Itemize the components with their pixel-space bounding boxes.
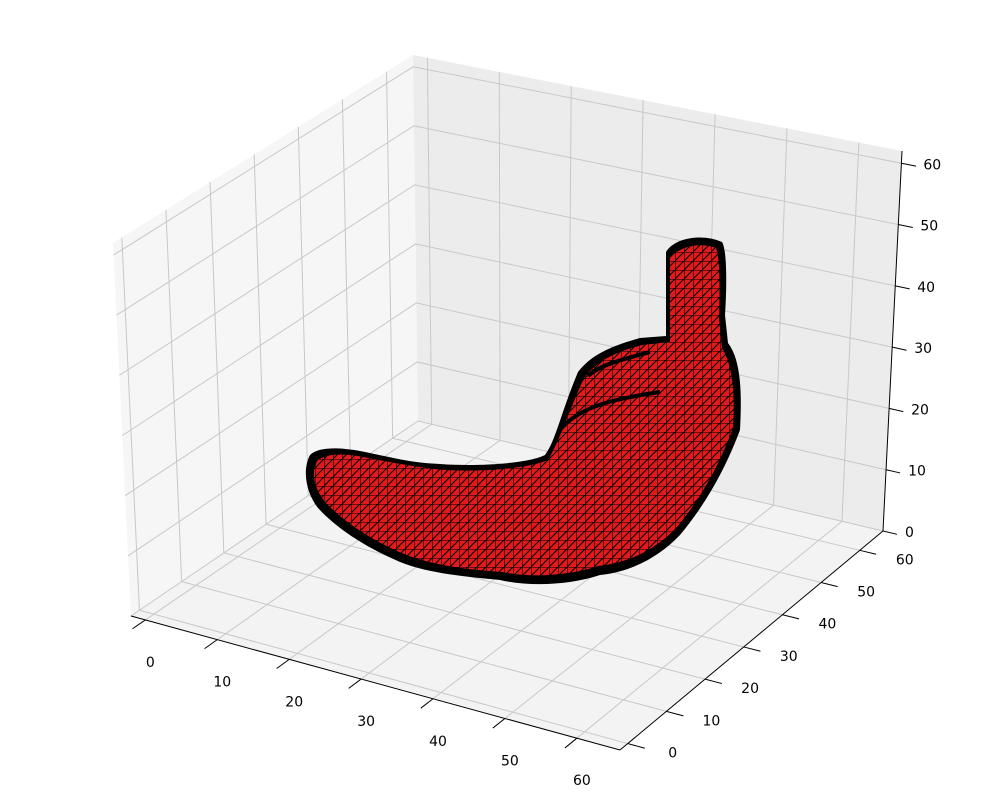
- y-tick: [627, 743, 645, 749]
- y-tick-label: 30: [780, 649, 798, 665]
- z-tick-label: 60: [923, 157, 941, 173]
- x-tick: [564, 737, 578, 749]
- y-tick-label: 40: [819, 617, 837, 633]
- x-tick-label: 30: [357, 714, 375, 730]
- y-tick: [859, 549, 877, 555]
- y-tick-label: 60: [896, 552, 914, 568]
- banana-mesh: [305, 237, 741, 585]
- x-tick-label: 60: [573, 773, 591, 789]
- back-right-pane: [413, 55, 902, 531]
- back-left-pane: [113, 55, 418, 616]
- x-tick-label: 40: [429, 734, 447, 750]
- z-tick: [882, 530, 898, 535]
- y-tick: [666, 710, 684, 717]
- x-tick-label: 10: [213, 675, 231, 691]
- y-axis-line: [619, 530, 884, 751]
- axis-lines: [130, 150, 903, 751]
- y-tick-label: 50: [857, 585, 875, 601]
- z-gridline: [116, 125, 899, 316]
- z-gridline: [113, 66, 902, 256]
- x-tick: [204, 639, 218, 650]
- z-tick-label: 0: [905, 525, 914, 541]
- y-tick-label: 20: [741, 681, 759, 697]
- tick-marks: [132, 162, 917, 749]
- x-axis-line: [130, 615, 621, 751]
- y-tick: [782, 614, 800, 620]
- z-gridline: [122, 243, 893, 436]
- y-tick: [743, 646, 761, 652]
- x-tick: [348, 678, 362, 689]
- z-axis-line: [882, 150, 903, 532]
- z-tick-label: 30: [914, 341, 932, 357]
- y-tick: [704, 678, 723, 685]
- y-tick-label: 0: [668, 746, 677, 762]
- z-tick: [892, 346, 907, 351]
- z-tick: [885, 469, 901, 474]
- z-tick: [898, 224, 913, 228]
- z-tick-label: 10: [908, 464, 926, 480]
- x-tick: [132, 619, 146, 630]
- y-tick: [820, 582, 838, 588]
- z-tick: [889, 407, 904, 413]
- x-tick: [492, 718, 506, 729]
- z-tick: [895, 285, 910, 290]
- z-gridline: [130, 420, 884, 617]
- z-gridline: [119, 184, 896, 376]
- x-tick-label: 0: [146, 655, 155, 671]
- mesh-surface: [313, 245, 734, 576]
- x-tick: [276, 658, 290, 669]
- x-tick-label: 50: [501, 753, 519, 769]
- z-tick-label: 50: [920, 219, 938, 235]
- mesh-ridge: [558, 350, 661, 432]
- z-tick: [901, 162, 917, 167]
- x-tick: [420, 698, 434, 709]
- x-tick-labels: 0 10 20 30 40 50 60: [146, 655, 591, 789]
- grid-lines: [113, 57, 902, 745]
- x-tick-label: 20: [285, 694, 303, 710]
- z-tick-labels: 0 10 20 30 40 50 60: [905, 157, 941, 541]
- z-tick-label: 40: [917, 280, 935, 296]
- z-tick-label: 20: [911, 402, 929, 418]
- y-tick-label: 10: [702, 713, 720, 729]
- y-tick-labels: 0 10 20 30 40 50 60: [668, 552, 913, 761]
